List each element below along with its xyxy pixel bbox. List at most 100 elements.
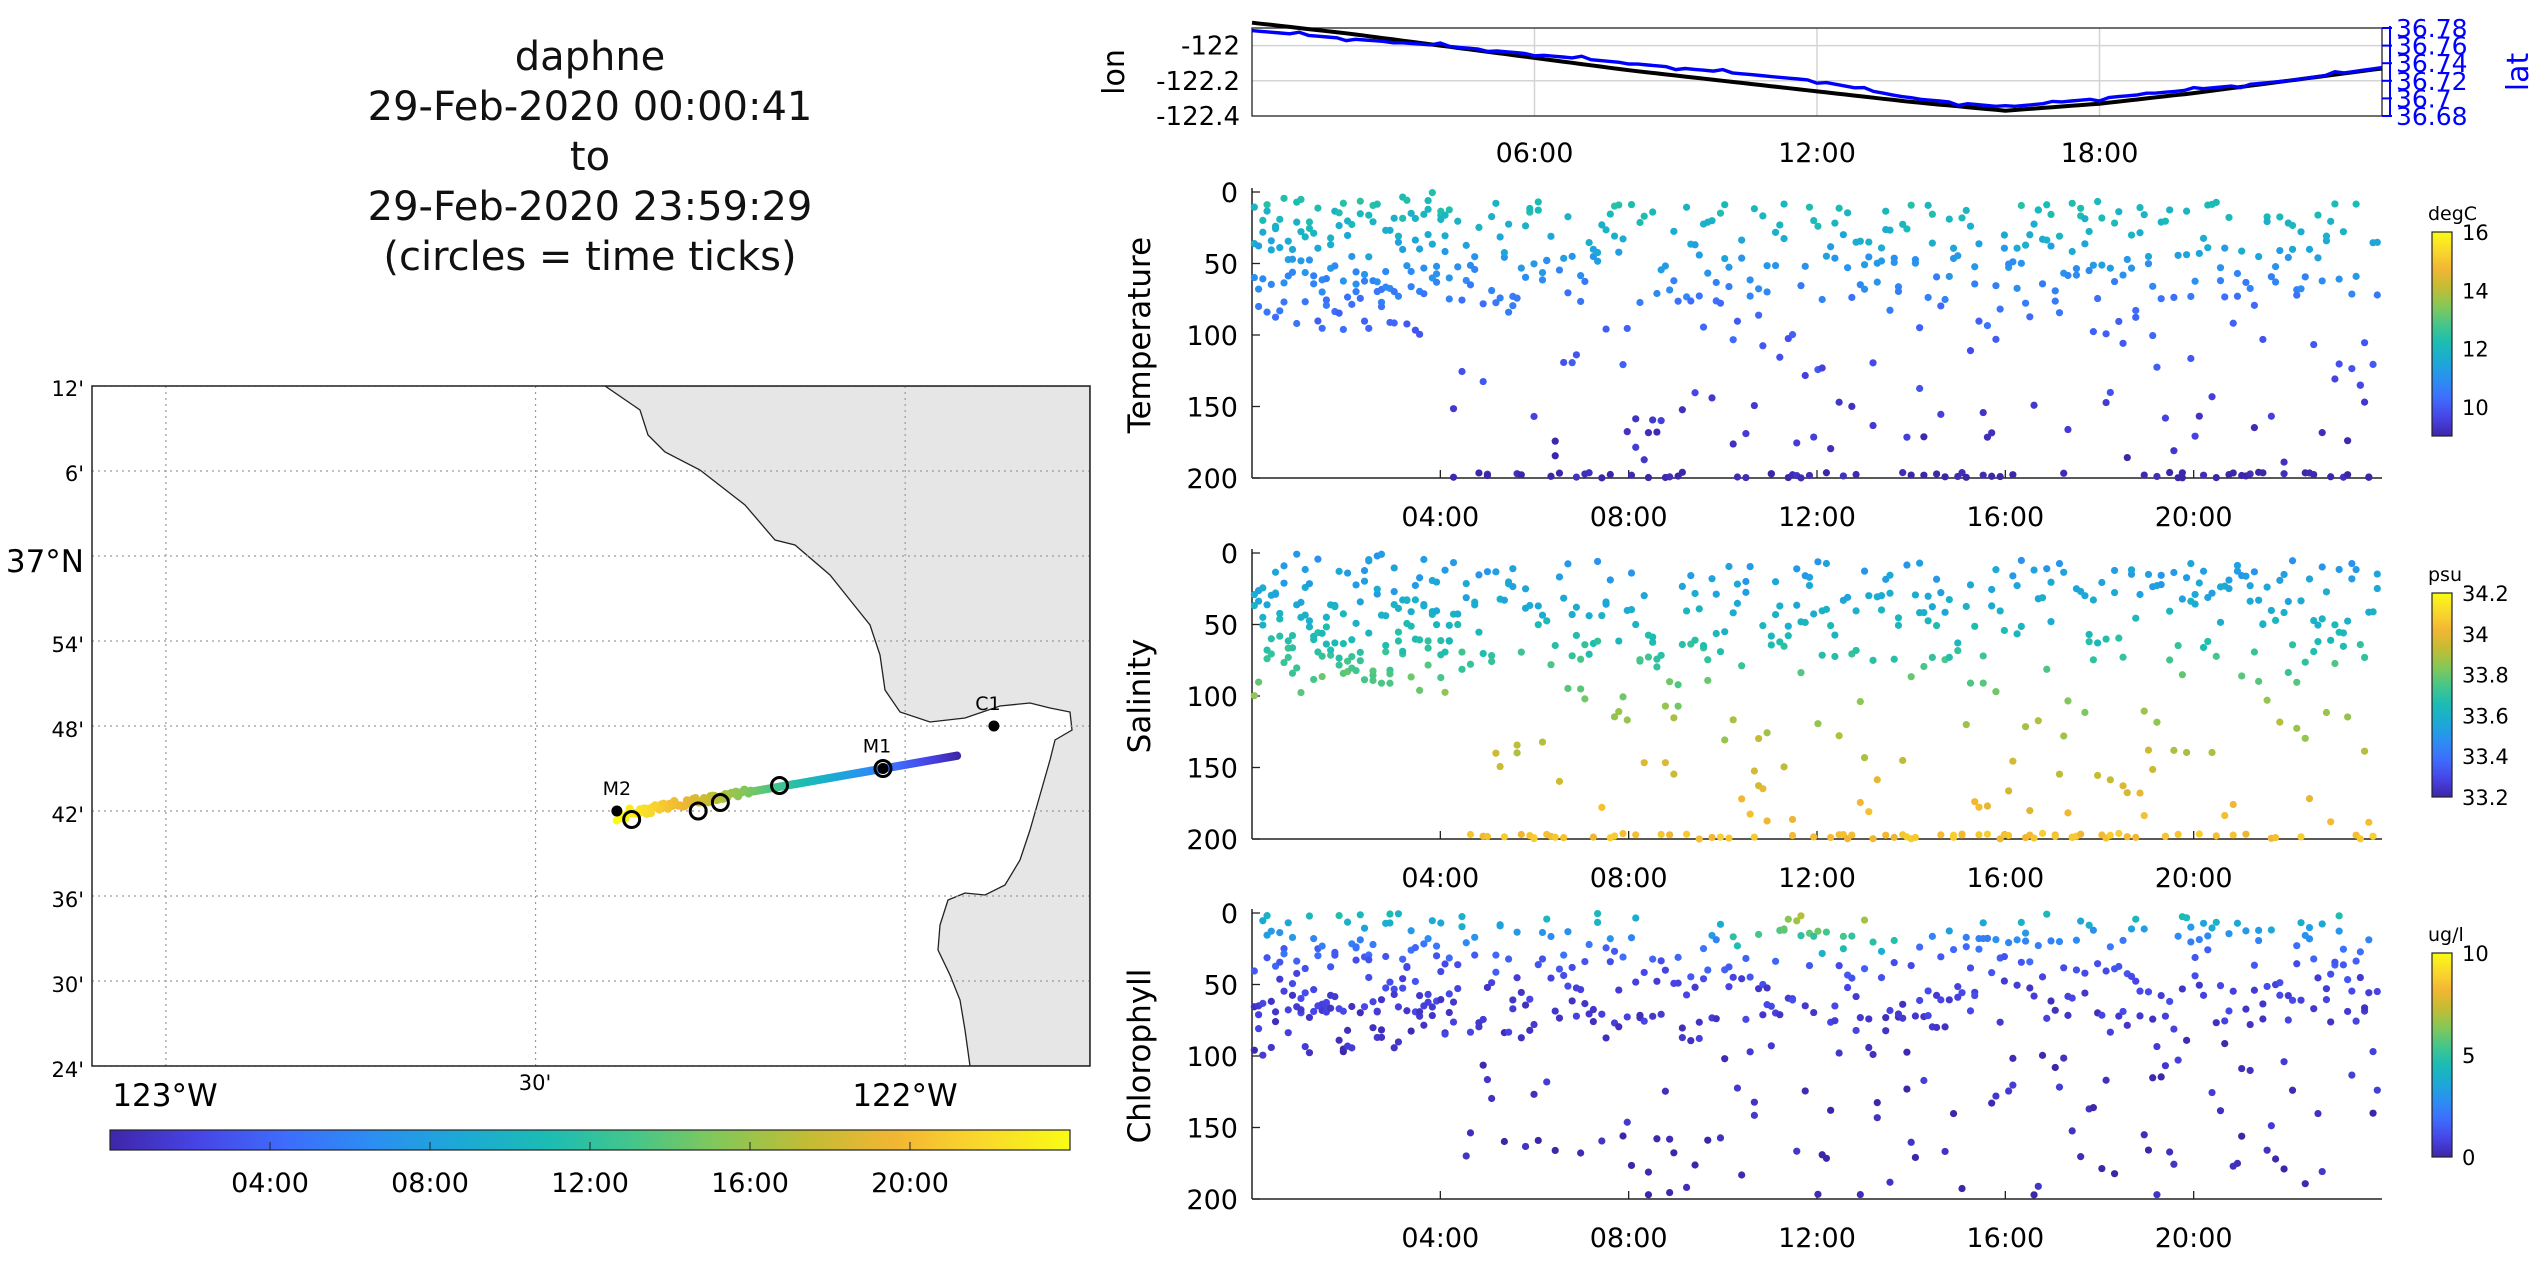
time-colorbar-labels: 04:00 08:00 12:00 16:00 20:00 [231, 1142, 949, 1199]
scatter-point [2140, 811, 2148, 820]
scatter-point [1390, 564, 1398, 572]
scatter-point [1564, 684, 1572, 693]
scatter-point [1666, 678, 1674, 686]
scatter-point [1619, 693, 1627, 701]
scatter-point [2284, 1016, 2292, 1024]
scatter-point [1475, 628, 1483, 636]
scatter-point [1365, 253, 1373, 261]
scatter-point [2047, 937, 2055, 945]
scatter-point [1644, 429, 1653, 437]
scatter-point [1844, 209, 1852, 217]
scatter-point [1729, 716, 1737, 724]
scatter-point [1924, 987, 1932, 995]
scatter-point [2115, 962, 2123, 971]
scatter-point [1259, 917, 1267, 925]
scatter-point [1250, 203, 1258, 211]
scatter-point [1399, 214, 1407, 222]
scatter-point [1975, 945, 1983, 953]
scatter-point [2055, 559, 2064, 568]
scatter-point [2136, 590, 2144, 599]
scatter-point [1763, 984, 1771, 992]
scatter-point [1818, 364, 1826, 372]
scatter-point [1937, 996, 1945, 1004]
scatter-point [1441, 960, 1449, 968]
scatter-point [1276, 609, 1284, 618]
scatter-point [2259, 469, 2267, 477]
scatter-point [1598, 611, 1606, 620]
scatter-point [1577, 985, 1585, 994]
scatter-point [1322, 640, 1330, 648]
scatter-point [1932, 470, 1941, 478]
scatter-point [1399, 984, 1407, 992]
scatter-point [1797, 932, 1805, 940]
scatter-point [2280, 1058, 2288, 1066]
scatter-point [1873, 776, 1881, 784]
scatter-point [1941, 1023, 1949, 1031]
scatter-point [2335, 927, 2343, 935]
scatter-point [1390, 985, 1398, 993]
scatter-point [2026, 807, 2034, 815]
scatter-point [2013, 630, 2021, 638]
scatter-point [2276, 213, 2284, 221]
scatter-point [1449, 473, 1458, 481]
scatter-point [1310, 675, 1318, 684]
scatter-point [1623, 428, 1631, 436]
scatter-point [1280, 658, 1288, 667]
scatter-point [2365, 818, 2373, 826]
scatter-point [1352, 280, 1360, 288]
scatter-point [1928, 932, 1936, 940]
scatter-point [1297, 195, 1305, 203]
panel-colorbar-tick: 33.4 [2462, 745, 2509, 769]
scatter-point [1695, 605, 1703, 613]
scatter-point [1649, 416, 1657, 424]
scatter-point [1483, 471, 1492, 480]
scatter-point [1839, 932, 1847, 940]
scatter-point [1479, 649, 1487, 658]
scatter-point [1424, 644, 1432, 652]
scatter-point [1945, 927, 1953, 935]
scatter-point [1886, 306, 1894, 314]
scatter-point [1564, 928, 1572, 936]
scatter-point [2255, 252, 2263, 261]
scatter-point [1517, 264, 1525, 272]
scatter-point [1411, 236, 1419, 244]
panel-colorbar-tick: 33.6 [2462, 704, 2509, 728]
panel-colorbar-tick: 33.8 [2462, 664, 2509, 688]
scatter-point [1322, 613, 1330, 621]
scatter-point [2212, 1019, 2220, 1027]
scatter-point [1966, 222, 1975, 230]
scatter-point [1365, 211, 1373, 219]
scatter-point [1488, 213, 1496, 221]
scatter-point [2149, 765, 2157, 774]
scatter-point [2297, 285, 2305, 293]
scatter-point [1793, 565, 1801, 573]
scatter-point [1432, 621, 1441, 629]
scatter-point [1403, 1007, 1411, 1015]
scatter-point [1818, 949, 1826, 958]
scatter-point [2132, 313, 2140, 321]
panel-xtick: 12:00 [1778, 863, 1856, 894]
scatter-point [1699, 641, 1708, 650]
scatter-point [1801, 262, 1809, 270]
scatter-point [1831, 652, 1839, 661]
scatter-point [1297, 1006, 1305, 1014]
scatter-point [1636, 298, 1644, 307]
panel-ytick: 200 [1186, 1185, 1238, 1216]
scatter-point [1602, 944, 1610, 952]
scatter-point [1466, 660, 1475, 668]
scatter-point [2043, 665, 2051, 673]
scatter-point [1560, 254, 1568, 262]
scatter-point [1416, 330, 1424, 338]
scatter-point [1454, 984, 1462, 993]
scatter-point [1954, 983, 1962, 991]
scatter-point [1382, 267, 1390, 276]
scatter-point [2013, 981, 2021, 989]
scatter-point [1284, 653, 1292, 661]
track-left-tick: -122 [1181, 32, 1240, 62]
scatter-point [1632, 914, 1640, 922]
scatter-point [1911, 833, 1920, 842]
scatter-point [1343, 657, 1352, 665]
scatter-point [1678, 582, 1686, 590]
scatter-point [1416, 245, 1424, 253]
